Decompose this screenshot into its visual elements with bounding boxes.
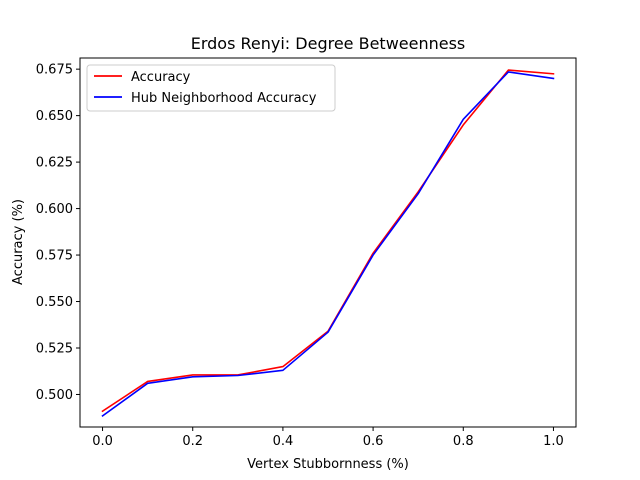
y-tick-label: 0.625: [36, 156, 73, 171]
x-tick-label: 0.6: [363, 434, 384, 449]
y-tick-label: 0.550: [36, 295, 73, 310]
legend-label-accuracy: Accuracy: [131, 70, 191, 85]
legend: Accuracy Hub Neighborhood Accuracy: [86, 64, 336, 112]
x-tick-label: 0.8: [453, 434, 474, 449]
legend-label-hub-neighborhood-accuracy: Hub Neighborhood Accuracy: [131, 91, 317, 106]
y-axis: 0.500 0.525 0.550 0.575 0.600 0.625 0.650 0.675: [36, 63, 80, 403]
x-tick-label: 1.0: [543, 434, 564, 449]
y-tick-label: 0.500: [36, 388, 73, 403]
x-axis-label: Vertex Stubbornness (%): [247, 457, 409, 472]
y-tick-label: 0.650: [36, 109, 73, 124]
y-tick-label: 0.525: [36, 341, 73, 356]
plot-area: [79, 57, 577, 428]
y-tick-label: 0.575: [36, 249, 73, 264]
chart-title: Erdos Renyi: Degree Betweenness: [191, 34, 466, 53]
y-tick-label: 0.600: [36, 202, 73, 217]
y-axis-label: Accuracy (%): [11, 199, 26, 285]
y-tick-label: 0.675: [36, 63, 73, 78]
x-tick-label: 0.2: [182, 434, 203, 449]
axes-frame: [79, 57, 577, 428]
series-line-hub-neighborhood-accuracy: [101, 71, 555, 417]
series-lines: [101, 69, 555, 417]
x-tick-label: 0.0: [92, 434, 113, 449]
x-tick-label: 0.4: [273, 434, 294, 449]
legend-box: [86, 64, 336, 112]
x-axis: 0.0 0.2 0.4 0.6 0.8 1.0: [92, 427, 564, 449]
